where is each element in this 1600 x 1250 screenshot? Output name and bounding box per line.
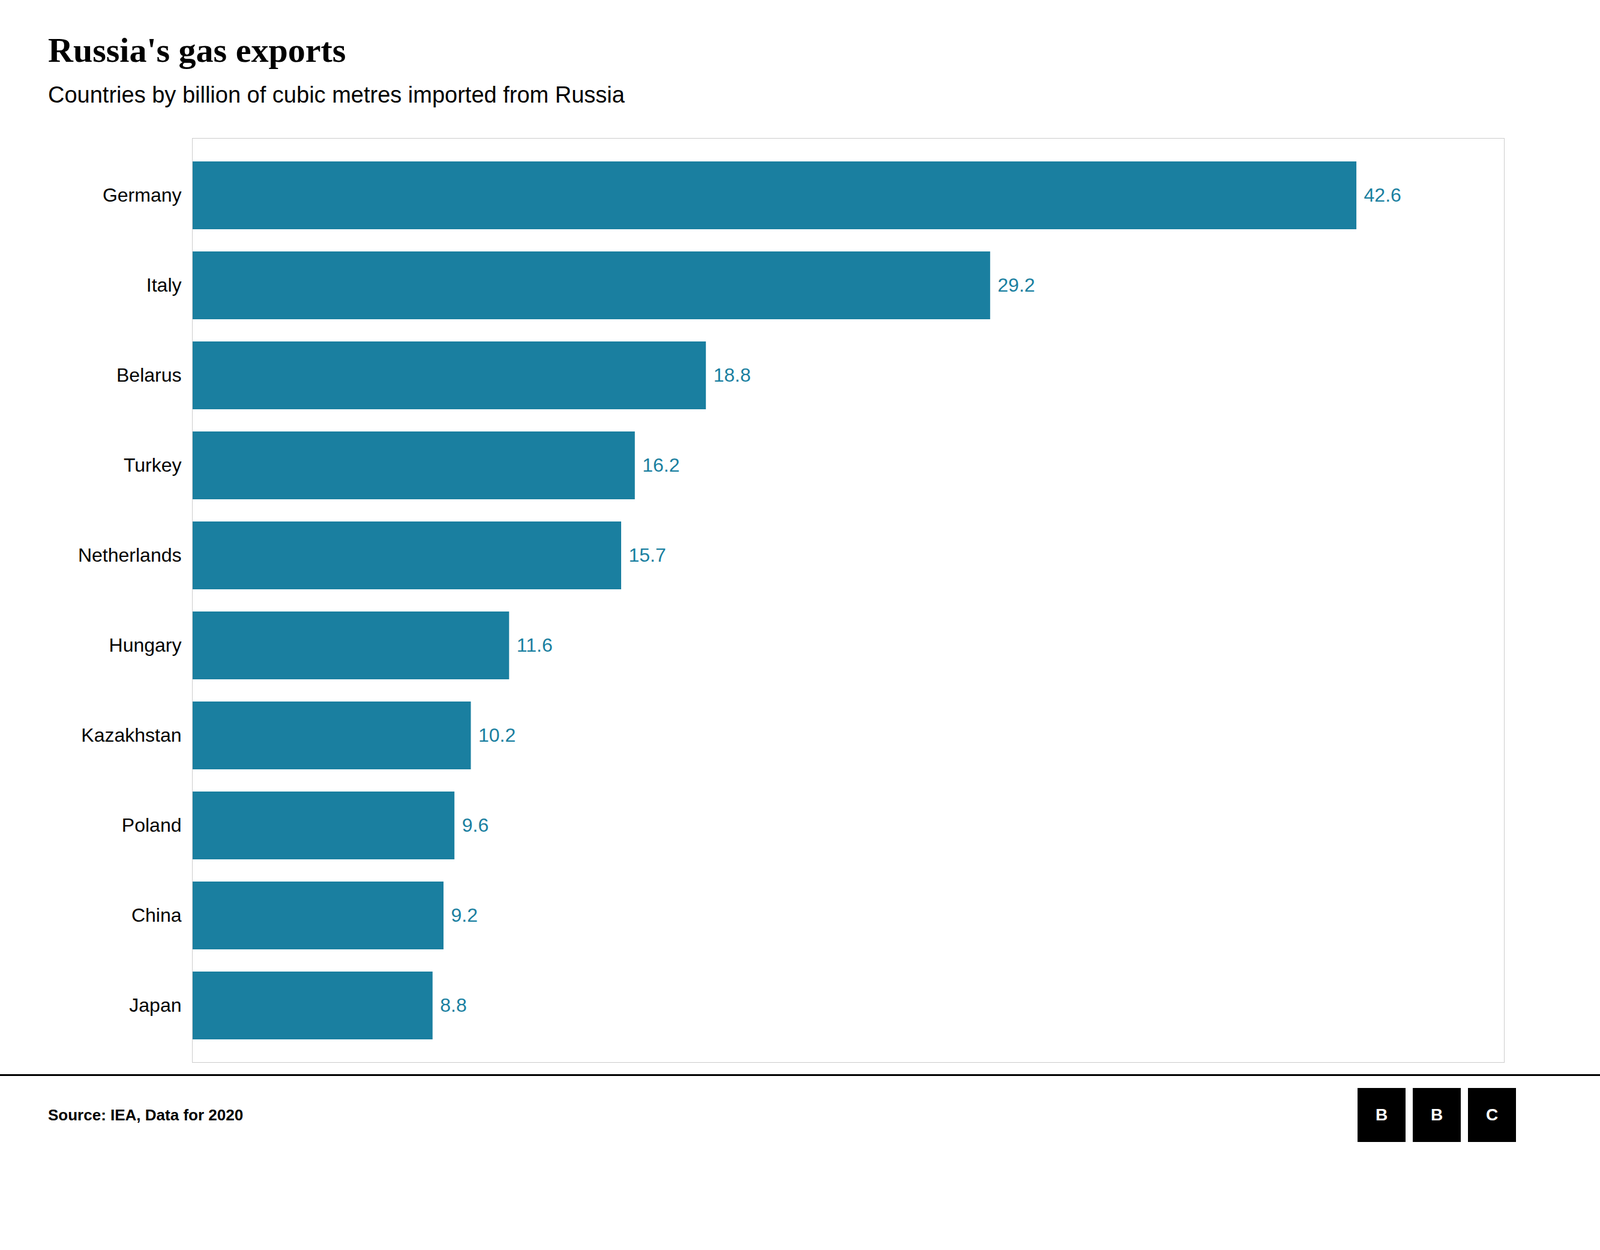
- html-text:Source: IEA, Data for 2020: Source: IEA, Data for 2020: [48, 1105, 244, 1124]
- svg-text:Hungary: Hungary: [109, 634, 182, 656]
- svg-text:9.2: 9.2: [450, 904, 478, 927]
- html-text:B: B: [1375, 1105, 1388, 1125]
- svg-text:Belarus: Belarus: [116, 364, 182, 386]
- svg-text:Netherlands: Netherlands: [78, 544, 182, 566]
- svg-text:11.6: 11.6: [516, 634, 553, 656]
- html-text:Russia's gas exports: Russia's gas exports: [48, 30, 346, 70]
- svg-text:8.8: 8.8: [439, 994, 467, 1017]
- svg-text:18.8: 18.8: [713, 364, 751, 386]
- svg-text:Kazakhstan: Kazakhstan: [81, 724, 182, 746]
- svg-text:29.2: 29.2: [997, 274, 1035, 296]
- svg-text:Turkey: Turkey: [123, 454, 182, 476]
- svg-text:16.2: 16.2: [642, 454, 680, 476]
- svg-text:China: China: [131, 904, 182, 927]
- html-text:Countries by billion of cubic: Countries by billion of cubic metres imp…: [48, 82, 625, 108]
- html-text:C: C: [1485, 1105, 1499, 1125]
- html-text:B: B: [1430, 1105, 1443, 1125]
- svg-text:9.6: 9.6: [462, 814, 489, 837]
- svg-text:15.7: 15.7: [628, 544, 667, 566]
- svg-text:10.2: 10.2: [478, 724, 516, 746]
- svg-text:42.6: 42.6: [1364, 184, 1402, 206]
- svg-text:Poland: Poland: [121, 814, 182, 837]
- svg-text:Japan: Japan: [129, 994, 182, 1017]
- svg-text:Italy: Italy: [146, 274, 182, 296]
- svg-text:Germany: Germany: [102, 184, 182, 206]
